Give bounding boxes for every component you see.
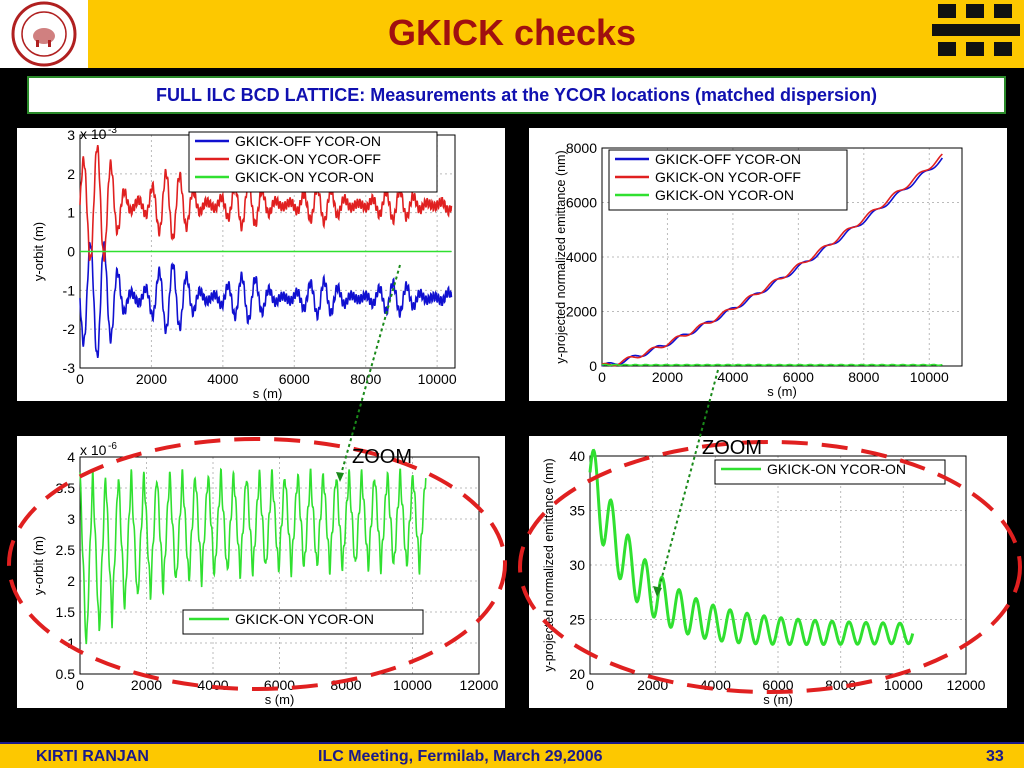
y-tick-label: -2 [63, 321, 76, 337]
zoom-label-right: ZOOM [702, 437, 762, 459]
y-tick-label: 3 [67, 128, 75, 143]
footer-bar: KIRTI RANJAN ILC Meeting, Fermilab, Marc… [0, 742, 1024, 768]
y-tick-label: 40 [569, 448, 585, 464]
university-seal-logo [0, 0, 88, 68]
y-tick-label: 8000 [566, 140, 597, 156]
y-tick-label: 1.5 [56, 604, 76, 620]
y-tick-label: 3.5 [56, 480, 76, 496]
series-line-2 [601, 363, 943, 367]
header-bar: GKICK checks [0, 0, 1024, 68]
chart-svg: 0 2000 4000 6000 8000 10000 12000 20 25 30 35 40 s (… [542, 448, 986, 707]
x-tick-label: 0 [76, 371, 84, 387]
x-tick-label: 4000 [700, 677, 731, 693]
x-tick-label: 8000 [350, 371, 381, 387]
x-tick-label: 6000 [762, 677, 793, 693]
footer-page-number: 33 [986, 748, 1004, 765]
y-axis-label: y-orbit (m) [31, 536, 46, 595]
footer-meeting: ILC Meeting, Fermilab, March 29,2006 [318, 748, 603, 765]
y-scale-exponent: -3 [108, 128, 117, 136]
legend-box [188, 131, 438, 193]
legend-entry: GKICK-ON YCOR-OFF [655, 169, 801, 185]
chart-yorbit-zoom: 0 2000 4000 6000 8000 10000 12000 0.5 1 1.5 2 2.5 3 3… [17, 436, 505, 708]
y-tick-label: -3 [63, 360, 76, 376]
chart-svg: 0 2000 4000 6000 8000 10000 12000 0.5 1 1.5 2 2.5 3 3… [31, 441, 499, 707]
y-tick-label: 30 [569, 557, 585, 573]
x-tick-label: 2000 [131, 677, 162, 693]
y-axis-label: y-projected normalized emittance (nm) [554, 150, 568, 363]
x-tick-label: 6000 [783, 369, 814, 385]
chart-svg: 0 2000 4000 6000 8000 10000 0 2000 4000 6000 8000 s… [554, 140, 963, 399]
legend-entry: GKICK-OFF YCOR-ON [655, 151, 801, 167]
x-tick-label: 8000 [848, 369, 879, 385]
series-line-0 [79, 241, 453, 358]
y-tick-label: 4000 [566, 249, 597, 265]
series-line-1 [601, 153, 943, 367]
x-tick-label: 4000 [197, 677, 228, 693]
y-tick-label: 2 [67, 573, 75, 589]
x-tick-label: 6000 [264, 677, 295, 693]
x-tick-label: 4000 [717, 369, 748, 385]
legend-entry: GKICK-ON YCOR-OFF [235, 151, 381, 167]
y-tick-label: 1 [67, 635, 75, 651]
fermilab-logo [928, 0, 1024, 68]
x-tick-label: 8000 [825, 677, 856, 693]
series-line-0 [601, 157, 944, 367]
x-tick-label: 8000 [330, 677, 361, 693]
chart-yorbit-full: 0 2000 4000 6000 8000 10000 -3 -2 -1 0 1 2 3 s (m) y-o… [17, 128, 505, 401]
x-axis-label: s (m) [763, 692, 793, 707]
legend-entry: GKICK-OFF YCOR-ON [235, 133, 381, 149]
x-tick-label: 2000 [136, 371, 167, 387]
y-axis-label: y-orbit (m) [31, 222, 46, 281]
y-axis-label: y-projected normalized emittance (nm) [542, 458, 556, 671]
y-scale-factor: x 10 [80, 442, 107, 458]
x-tick-label: 0 [586, 677, 594, 693]
footer-author: KIRTI RANJAN [36, 748, 149, 765]
y-tick-label: 3 [67, 511, 75, 527]
y-tick-label: 20 [569, 666, 585, 682]
x-tick-label: 10000 [910, 369, 949, 385]
x-tick-label: 0 [598, 369, 606, 385]
y-scale-factor: x 10 [80, 128, 107, 142]
x-tick-label: 10000 [884, 677, 923, 693]
legend-entry: GKICK-ON YCOR-ON [235, 169, 374, 185]
y-tick-label: 1 [67, 205, 75, 221]
x-axis-label: s (m) [265, 692, 295, 707]
y-tick-label: 35 [569, 503, 585, 519]
x-tick-label: 6000 [279, 371, 310, 387]
series-line-1 [79, 145, 453, 262]
y-tick-label: 2 [67, 166, 75, 182]
y-scale-exponent: -6 [108, 441, 117, 452]
chart-emittance-full: 0 2000 4000 6000 8000 10000 0 2000 4000 6000 8000 s… [529, 128, 1007, 401]
legend-entry: GKICK-ON YCOR-ON [235, 611, 374, 627]
legend-entry: GKICK-ON YCOR-ON [767, 461, 906, 477]
slide-subtitle: FULL ILC BCD LATTICE: Measurements at th… [27, 76, 1006, 114]
y-tick-label: 2000 [566, 304, 597, 320]
x-tick-label: 12000 [460, 677, 499, 693]
plot-frame [601, 147, 963, 367]
x-tick-label: 2000 [637, 677, 668, 693]
chart-svg: 0 2000 4000 6000 8000 10000 -3 -2 -1 0 1 2 3 s (m) y-o… [31, 128, 457, 401]
zoom-label-left: ZOOM [352, 446, 412, 468]
x-axis-label: s (m) [767, 384, 797, 399]
page-title: GKICK checks [387, 12, 637, 53]
y-tick-label: -1 [63, 282, 76, 298]
x-tick-label: 2000 [652, 369, 683, 385]
legend-entry: GKICK-ON YCOR-ON [655, 187, 794, 203]
y-tick-label: 2.5 [56, 542, 76, 558]
x-tick-label: 4000 [207, 371, 238, 387]
y-tick-label: 6000 [566, 195, 597, 211]
x-axis-label: s (m) [253, 386, 283, 401]
x-tick-label: 10000 [418, 371, 457, 387]
y-tick-label: 0.5 [56, 666, 76, 682]
x-tick-label: 12000 [947, 677, 986, 693]
x-tick-label: 10000 [393, 677, 432, 693]
y-tick-label: 4 [67, 449, 75, 465]
x-tick-label: 0 [76, 677, 84, 693]
chart-emittance-zoom: 0 2000 4000 6000 8000 10000 12000 20 25 30 35 40 s (… [529, 436, 1007, 708]
y-tick-label: 25 [569, 612, 585, 628]
y-tick-label: 0 [589, 358, 597, 374]
y-tick-label: 0 [67, 244, 75, 260]
